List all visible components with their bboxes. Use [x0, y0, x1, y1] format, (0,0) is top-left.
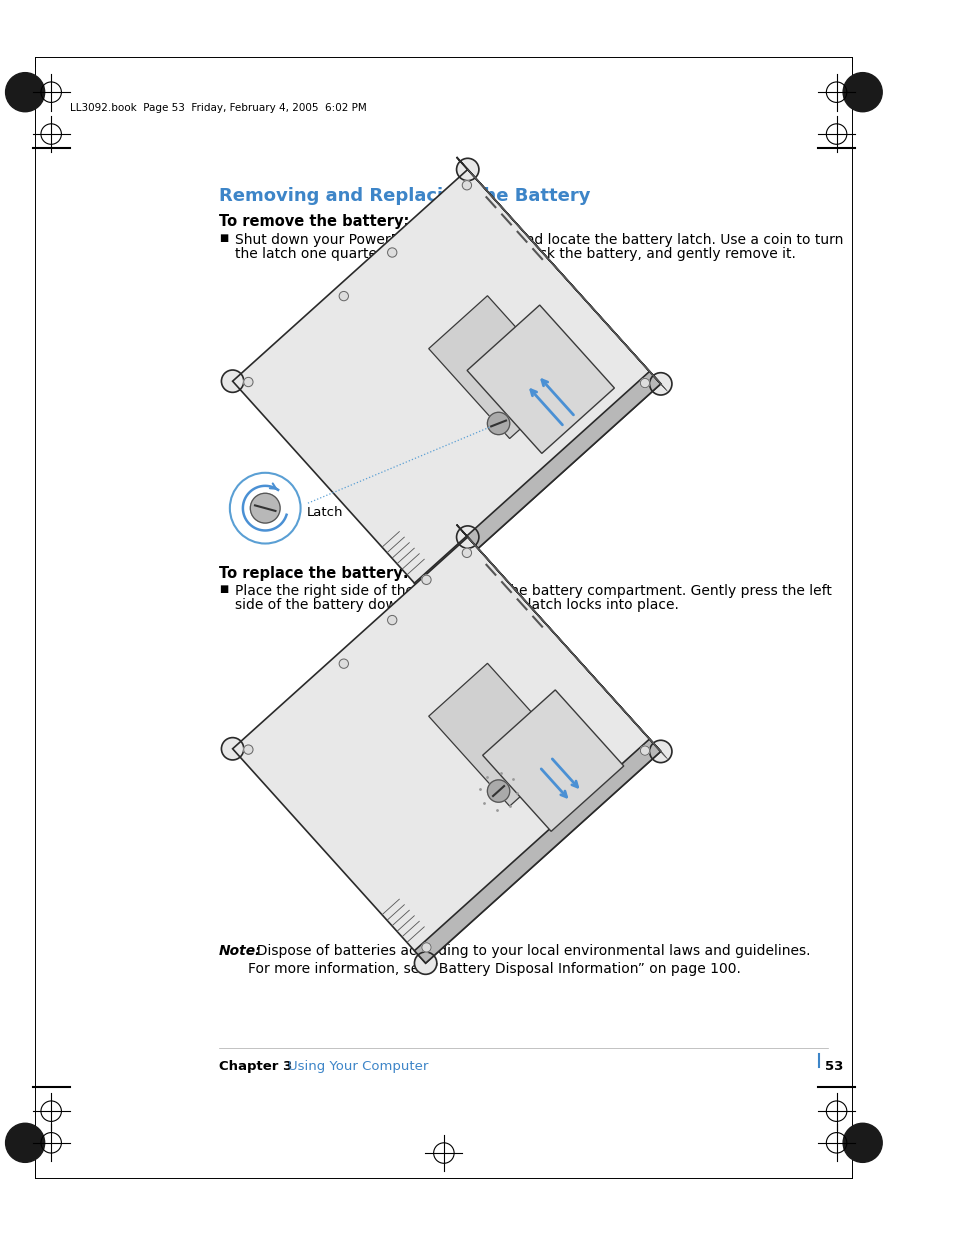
Circle shape: [414, 584, 436, 606]
Polygon shape: [414, 739, 660, 963]
Circle shape: [421, 942, 431, 952]
Circle shape: [387, 615, 396, 625]
Circle shape: [842, 73, 882, 111]
Circle shape: [639, 378, 649, 388]
Polygon shape: [482, 690, 623, 831]
Circle shape: [243, 745, 253, 755]
Text: ■: ■: [218, 584, 228, 594]
Text: Shut down your PowerBook. Turn it over and locate the battery latch. Use a coin : Shut down your PowerBook. Turn it over a…: [235, 232, 843, 247]
Circle shape: [6, 73, 45, 111]
Text: ■: ■: [218, 232, 228, 243]
Circle shape: [221, 737, 244, 760]
Circle shape: [649, 740, 671, 762]
Circle shape: [487, 412, 509, 435]
Circle shape: [842, 1124, 882, 1162]
Text: 53: 53: [823, 1060, 842, 1073]
Circle shape: [250, 493, 280, 524]
Polygon shape: [428, 295, 568, 438]
Polygon shape: [414, 372, 660, 595]
Polygon shape: [456, 157, 660, 384]
Circle shape: [649, 373, 671, 395]
Text: Note:: Note:: [218, 944, 261, 957]
Circle shape: [456, 158, 478, 180]
Circle shape: [6, 1124, 45, 1162]
Circle shape: [339, 659, 348, 668]
Polygon shape: [467, 305, 614, 453]
Polygon shape: [456, 525, 660, 751]
Text: Place the right side of the battery into the battery compartment. Gently press t: Place the right side of the battery into…: [235, 584, 831, 599]
Text: Using Your Computer: Using Your Computer: [288, 1060, 429, 1073]
Text: LL3092.book  Page 53  Friday, February 4, 2005  6:02 PM: LL3092.book Page 53 Friday, February 4, …: [70, 103, 366, 114]
Circle shape: [221, 370, 244, 393]
Polygon shape: [233, 537, 660, 963]
Circle shape: [487, 779, 509, 803]
Text: Dispose of batteries according to your local environmental laws and guidelines.
: Dispose of batteries according to your l…: [248, 944, 810, 976]
Circle shape: [387, 248, 396, 257]
Circle shape: [414, 952, 436, 974]
Circle shape: [456, 526, 478, 548]
Text: To replace the battery:: To replace the battery:: [218, 566, 408, 580]
Circle shape: [462, 548, 471, 557]
Circle shape: [243, 378, 253, 387]
Text: Latch: Latch: [307, 506, 343, 519]
Circle shape: [421, 576, 431, 584]
Circle shape: [339, 291, 348, 301]
Circle shape: [462, 180, 471, 190]
Polygon shape: [428, 663, 568, 806]
Text: To remove the battery:: To remove the battery:: [218, 214, 409, 228]
Polygon shape: [233, 169, 660, 595]
Text: Removing and Replacing the Battery: Removing and Replacing the Battery: [218, 188, 590, 205]
Text: side of the battery down until the battery latch locks into place.: side of the battery down until the batte…: [235, 599, 679, 613]
Text: the latch one quarter turn clockwise to unlock the battery, and gently remove it: the latch one quarter turn clockwise to …: [235, 247, 796, 261]
Circle shape: [639, 746, 649, 756]
Text: Chapter 3: Chapter 3: [218, 1060, 292, 1073]
